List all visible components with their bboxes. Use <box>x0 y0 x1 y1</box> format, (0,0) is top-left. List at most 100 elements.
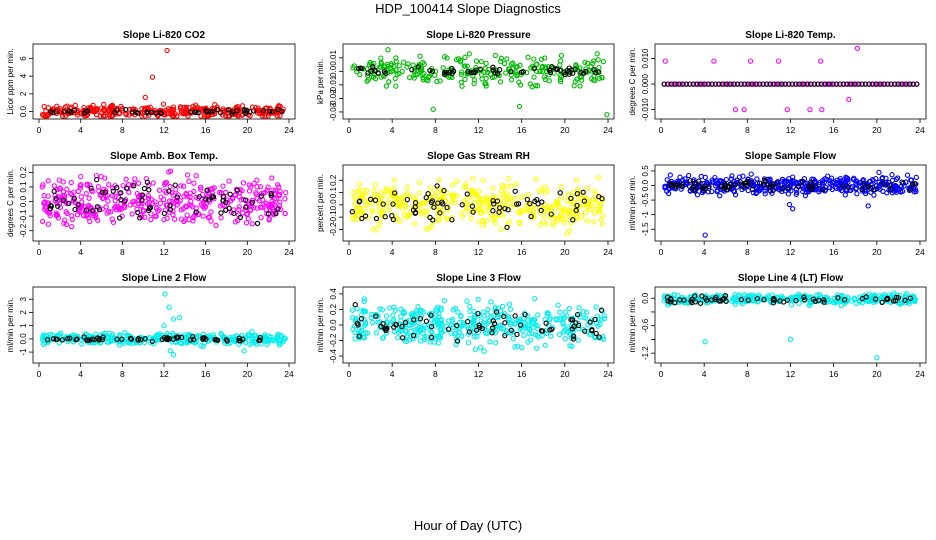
data-point <box>405 61 411 67</box>
data-point <box>557 316 563 323</box>
data-point <box>582 59 588 66</box>
data-point <box>476 195 482 201</box>
data-point <box>480 223 487 229</box>
data-point <box>591 66 597 73</box>
data-point <box>415 64 421 70</box>
data-point <box>491 217 497 223</box>
data-point <box>142 214 148 220</box>
data-point <box>411 221 418 227</box>
data-point <box>200 335 206 341</box>
y-tick-label: 0.5 <box>641 165 650 177</box>
y-tick-label: -0.4 <box>329 349 338 363</box>
data-point <box>135 209 141 216</box>
data-point <box>249 221 255 227</box>
data-point <box>77 183 83 189</box>
data-point <box>507 306 514 312</box>
data-point <box>464 63 470 69</box>
data-point <box>362 320 369 326</box>
data-point <box>840 81 847 87</box>
data-point <box>482 208 488 214</box>
data-point <box>435 340 442 346</box>
data-point <box>588 203 594 209</box>
data-point <box>912 296 919 303</box>
data-point <box>595 57 601 63</box>
data-point <box>385 63 391 70</box>
data-point <box>488 299 494 305</box>
data-point <box>474 334 480 340</box>
data-point <box>110 219 117 226</box>
data-point <box>593 199 599 205</box>
data-point <box>275 104 282 110</box>
data-point <box>564 313 570 319</box>
data-point <box>251 204 257 211</box>
data-point <box>421 337 427 343</box>
data-point <box>96 337 102 343</box>
data-point <box>240 180 247 186</box>
data-point <box>185 113 191 119</box>
data-point <box>110 331 116 337</box>
x-tick-label: 16 <box>829 247 839 257</box>
data-point <box>458 79 464 85</box>
data-point <box>754 180 761 186</box>
data-point <box>426 225 432 231</box>
data-point <box>236 204 242 210</box>
data-point <box>529 330 535 337</box>
x-tick-label: 12 <box>159 247 169 257</box>
x-tick-label: 4 <box>390 247 395 257</box>
data-point <box>875 81 882 87</box>
data-point <box>177 198 183 204</box>
data-point <box>884 81 891 87</box>
data-point <box>591 219 597 225</box>
data-point <box>584 218 591 224</box>
data-point <box>129 211 135 217</box>
x-tick-label: 12 <box>474 369 484 379</box>
data-point <box>558 74 565 80</box>
data-point <box>541 74 548 80</box>
data-point <box>369 207 375 213</box>
data-point <box>880 180 887 187</box>
data-point <box>749 81 755 87</box>
x-tick-label: 24 <box>915 369 925 379</box>
data-point <box>536 188 543 194</box>
x-tick-label: 24 <box>284 369 294 379</box>
data-point <box>121 340 127 346</box>
data-point <box>554 217 561 223</box>
data-point <box>572 78 579 85</box>
data-point <box>525 54 531 60</box>
data-point <box>69 223 75 230</box>
data-point <box>845 184 852 191</box>
data-point <box>527 200 533 207</box>
data-point <box>501 311 508 317</box>
data-point <box>601 336 607 342</box>
data-point <box>591 188 597 194</box>
data-point <box>242 197 249 203</box>
data-point <box>112 198 118 204</box>
data-point <box>370 64 376 70</box>
data-point <box>409 67 415 73</box>
data-point <box>802 297 808 303</box>
outlier-point <box>430 106 436 112</box>
y-tick-label: 0.000 <box>641 74 650 95</box>
data-point <box>715 180 721 186</box>
data-point <box>483 218 490 224</box>
data-point <box>475 296 481 303</box>
x-tick-label: 8 <box>433 247 438 257</box>
data-point <box>428 328 434 335</box>
data-point <box>841 297 848 303</box>
x-tick-label: 20 <box>560 369 570 379</box>
data-point <box>812 183 819 189</box>
data-point <box>810 296 817 302</box>
data-point <box>264 211 270 217</box>
data-point <box>739 183 745 189</box>
data-point <box>161 210 168 217</box>
data-point <box>248 184 254 190</box>
data-point <box>750 189 756 196</box>
data-point <box>123 185 130 191</box>
data-point <box>234 187 241 193</box>
data-point <box>856 299 863 305</box>
data-point <box>537 222 543 228</box>
x-tick-label: 8 <box>433 369 438 379</box>
y-tick-label: 0.0 <box>329 319 338 331</box>
data-point <box>108 209 114 215</box>
data-point <box>283 189 289 196</box>
